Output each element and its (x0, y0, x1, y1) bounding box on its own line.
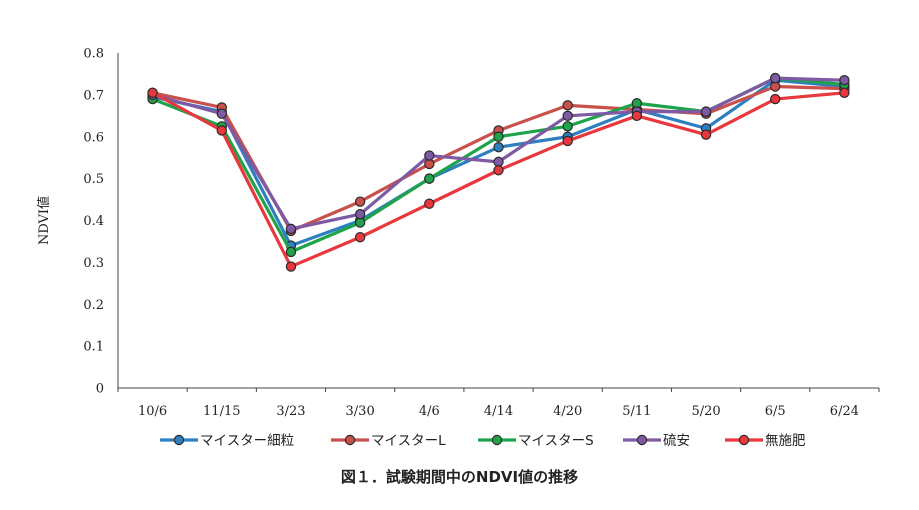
x-tick-label: 3/30 (346, 404, 375, 419)
data-point (770, 93, 781, 105)
data-point (493, 131, 504, 142)
legend-item: マイスターL (331, 433, 446, 449)
x-tick-label: 4/6 (419, 404, 440, 419)
x-tick-label: 5/20 (691, 404, 720, 419)
series-5 (147, 87, 850, 272)
data-point (424, 198, 435, 209)
data-point (216, 108, 227, 119)
x-tick-label: 4/14 (484, 404, 513, 419)
x-tick-label: 11/15 (203, 404, 240, 419)
data-point (700, 129, 712, 140)
legend-swatch-marker (738, 434, 750, 446)
data-point (839, 87, 850, 98)
data-point (424, 150, 435, 161)
legend-label: 無施肥 (765, 433, 806, 449)
x-tick-label: 6/24 (830, 404, 859, 419)
data-point (285, 261, 297, 272)
x-tick-label: 10/6 (138, 404, 167, 419)
legend-swatch-marker (344, 434, 356, 446)
data-point (562, 100, 573, 111)
data-point (562, 121, 573, 132)
y-tick-label: 0.7 (83, 88, 104, 103)
x-tick-label: 5/11 (622, 404, 651, 419)
figure-caption: 図１．試験期間中のNDVI値の推移 (340, 468, 579, 486)
legend-swatch-marker (173, 434, 185, 446)
data-point (839, 75, 850, 86)
legend-swatch-marker (636, 434, 648, 446)
y-tick-label: 0.3 (83, 256, 104, 271)
data-point (216, 125, 227, 136)
y-tick-label: 0.5 (83, 172, 104, 187)
data-point (493, 165, 504, 176)
legend-item: 無施肥 (725, 433, 806, 449)
y-tick-label: 0.2 (83, 298, 104, 313)
y-axis-title: NDVI値 (36, 196, 52, 245)
x-tick-label: 4/20 (553, 404, 582, 419)
data-point (631, 110, 643, 122)
data-point (354, 196, 366, 207)
data-point (770, 72, 781, 84)
legend-label: マイスターS (518, 433, 594, 449)
legend-item: マイスター細粒 (160, 433, 294, 449)
y-tick-label: 0.6 (83, 130, 104, 145)
y-tick-label: 0.1 (83, 340, 104, 355)
legend-label: マイスター細粒 (200, 433, 294, 449)
data-point (424, 173, 435, 184)
data-point (285, 246, 297, 258)
y-tick-label: 0.4 (83, 214, 104, 229)
data-point (147, 87, 158, 98)
data-point (354, 209, 366, 220)
y-tick-label: 0 (96, 382, 104, 397)
data-point (700, 106, 712, 117)
y-tick-label: 0.8 (83, 47, 104, 62)
data-point (562, 135, 573, 147)
legend-swatch-marker (491, 434, 503, 446)
x-tick-label: 6/5 (765, 404, 786, 419)
data-point (493, 142, 504, 153)
data-point (285, 223, 297, 235)
data-point (562, 110, 573, 122)
legend-label: マイスターL (371, 433, 446, 449)
legend-label: 硫安 (663, 433, 690, 449)
x-tick-label: 3/23 (276, 404, 305, 419)
legend-item: マイスターS (478, 433, 594, 449)
data-point (354, 232, 366, 243)
legend-item: 硫安 (623, 433, 690, 449)
